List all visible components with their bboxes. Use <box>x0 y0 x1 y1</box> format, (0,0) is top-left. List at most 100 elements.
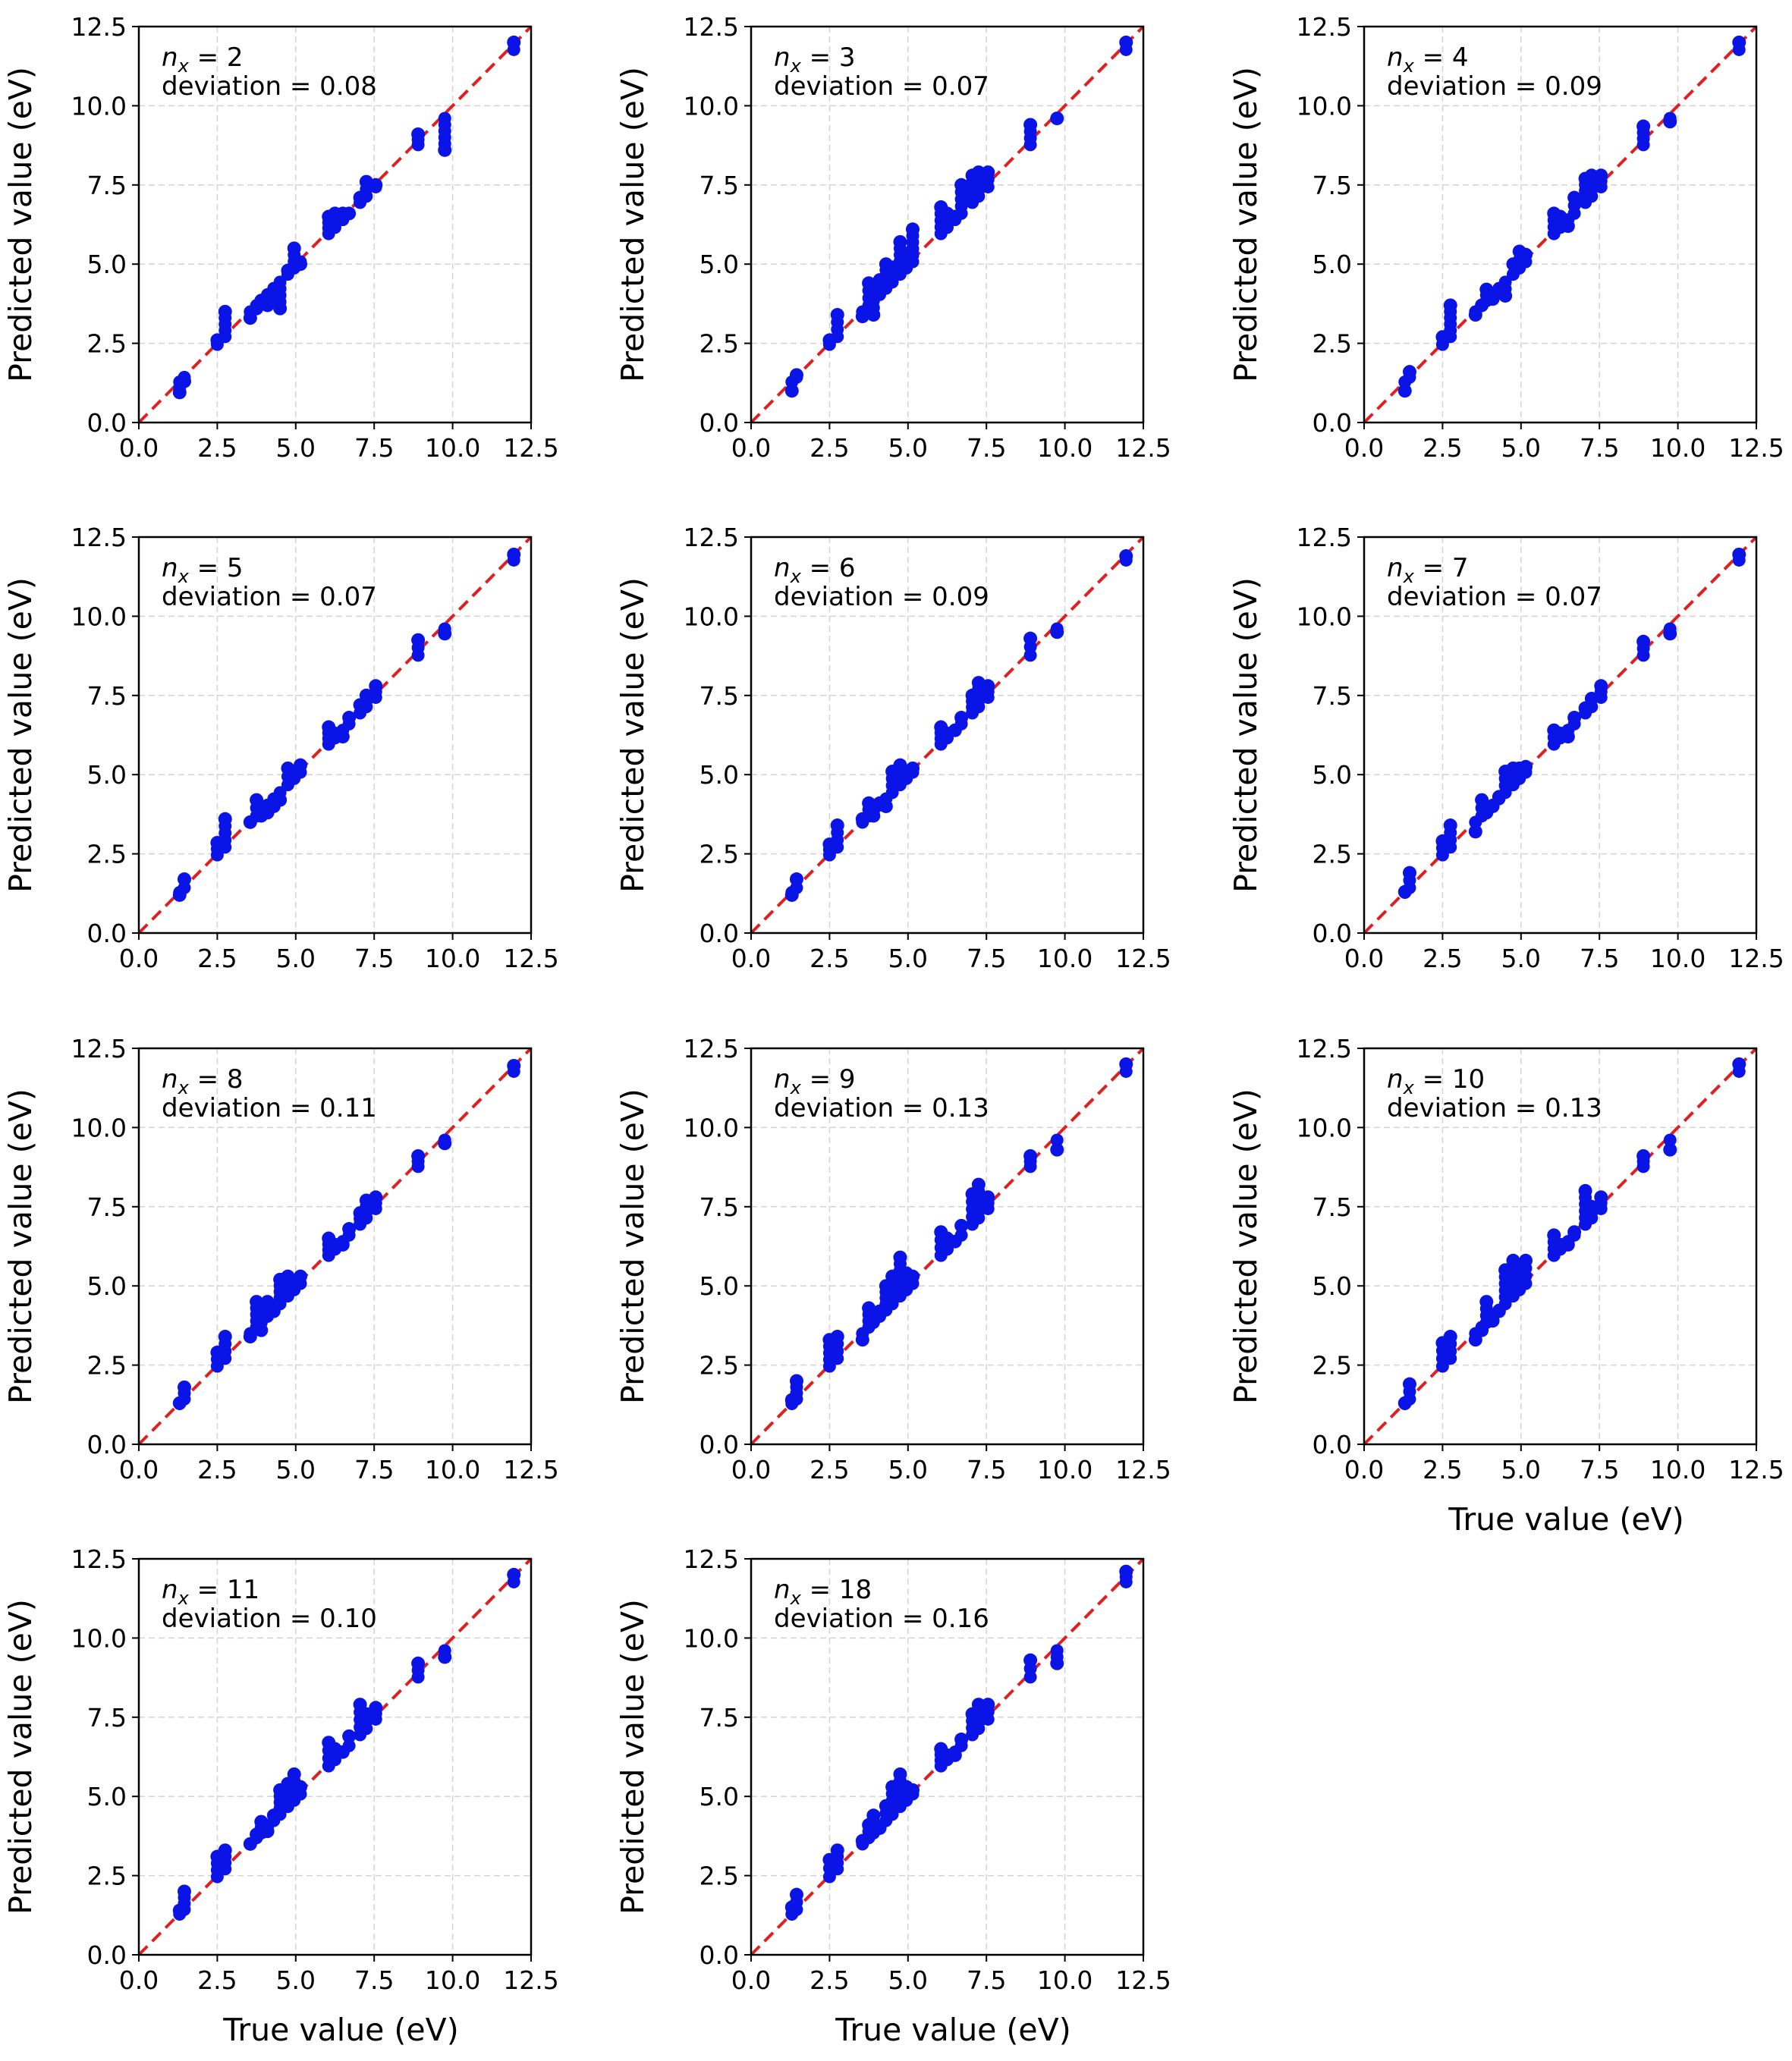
nx-symbol: n <box>162 553 178 583</box>
data-point <box>1023 1670 1037 1684</box>
nx-value: 7 <box>1452 553 1469 583</box>
data-point <box>1498 288 1513 303</box>
y-tick-label: 7.5 <box>1313 1192 1352 1222</box>
y-tick-label: 2.5 <box>1313 840 1352 869</box>
data-point <box>438 627 452 641</box>
data-point <box>1050 1656 1064 1670</box>
x-tick-label: 12.5 <box>1115 1965 1171 1995</box>
deviation-annotation: deviation = 0.09 <box>774 582 989 612</box>
deviation-annotation: deviation = 0.13 <box>774 1093 989 1123</box>
data-point <box>1402 365 1416 379</box>
y-axis-label: Predicted value (eV) <box>615 1599 651 1915</box>
panel-nx5: 0.00.0 2.5 2.5 5.0 5.0 7.5 7.5 10.0 10.0 12.5 12.5… <box>2 523 559 973</box>
data-point <box>273 793 288 807</box>
nx-symbol: n <box>774 1575 791 1605</box>
data-point <box>906 1783 920 1797</box>
data-point <box>294 1269 308 1283</box>
data-point <box>1498 786 1512 800</box>
data-point <box>954 1228 968 1242</box>
nx-equals: = <box>1414 1064 1452 1095</box>
data-point <box>1475 793 1489 807</box>
x-tick-label: 12.5 <box>1115 944 1171 973</box>
x-tick-label: 2.5 <box>197 1965 237 1995</box>
data-point <box>369 1701 383 1715</box>
y-tick-label: 0.0 <box>700 919 739 948</box>
data-point <box>438 1136 452 1151</box>
data-point <box>360 700 373 714</box>
deviation-annotation: deviation = 0.07 <box>774 71 989 102</box>
nx-value: 4 <box>1452 42 1469 73</box>
nx-symbol: n <box>162 1064 178 1095</box>
data-point <box>335 730 350 744</box>
nx-annotation: nx = 2 <box>162 42 244 77</box>
data-point <box>1444 330 1457 344</box>
x-tick-label: 10.0 <box>1037 1965 1092 1995</box>
x-tick-label: 0.0 <box>1344 1455 1384 1484</box>
nx-annotation: nx = 7 <box>1387 553 1469 587</box>
nx-equals: = <box>1414 42 1452 73</box>
data-point <box>260 1824 275 1839</box>
nx-subscript: x <box>178 55 190 77</box>
nx-subscript: x <box>790 55 802 77</box>
data-point <box>831 1352 844 1365</box>
plot-frame <box>1363 25 1758 424</box>
nx-equals: = <box>801 553 839 583</box>
data-point <box>1444 840 1457 854</box>
data-point <box>948 1748 962 1762</box>
y-tick-label: 12.5 <box>684 523 739 552</box>
nx-symbol: n <box>162 1575 178 1605</box>
nx-value: 2 <box>227 42 244 73</box>
data-point <box>941 221 954 234</box>
data-point <box>822 1870 836 1883</box>
nx-subscript: x <box>178 1588 190 1609</box>
y-tick-label: 2.5 <box>1313 1351 1352 1381</box>
nx-equals: = <box>189 1064 227 1095</box>
data-point <box>981 679 995 693</box>
data-point <box>1732 1057 1746 1071</box>
y-tick-label: 7.5 <box>87 681 127 711</box>
data-point <box>855 309 869 324</box>
deviation-annotation: deviation = 0.16 <box>774 1604 989 1634</box>
reference-line <box>1363 536 1758 935</box>
y-tick-label: 0.0 <box>700 408 739 438</box>
data-point <box>411 1656 426 1670</box>
x-tick-label: 5.0 <box>888 1455 928 1484</box>
y-axis-label: Predicted value (eV) <box>1228 577 1264 893</box>
data-point <box>1567 190 1582 205</box>
x-tick-label: 10.0 <box>1650 433 1706 463</box>
data-point <box>1663 1142 1677 1157</box>
data-point <box>855 1333 869 1347</box>
y-tick-label: 0.0 <box>87 1940 127 1970</box>
x-tick-label: 2.5 <box>197 433 237 463</box>
data-point <box>1519 1277 1533 1290</box>
nx-value: 11 <box>227 1575 259 1605</box>
y-tick-label: 2.5 <box>87 329 127 359</box>
y-tick-label: 10.0 <box>684 1623 739 1653</box>
nx-subscript: x <box>790 1588 802 1609</box>
x-tick-label: 2.5 <box>197 944 237 973</box>
y-tick-label: 12.5 <box>684 1544 739 1574</box>
nx-annotation: nx = 8 <box>162 1064 244 1098</box>
panel-nx11: 0.00.0 2.5 2.5 5.0 5.0 7.5 7.5 10.0 10.0 12.5 12.5… <box>2 1544 559 2048</box>
data-point <box>971 165 986 180</box>
y-axis-label: Predicted value (eV) <box>1228 67 1264 382</box>
data-point <box>369 178 383 192</box>
data-point <box>1663 627 1677 641</box>
y-tick-label: 12.5 <box>71 1034 127 1063</box>
data-point <box>1402 866 1416 880</box>
y-tick-label: 0.0 <box>700 1940 739 1970</box>
y-axis-label: Predicted value (eV) <box>615 1089 651 1404</box>
y-tick-label: 5.0 <box>87 760 127 790</box>
data-point <box>287 1767 301 1781</box>
y-tick-label: 7.5 <box>700 171 739 200</box>
plot-frame <box>750 1047 1145 1446</box>
data-point <box>507 1058 521 1073</box>
y-tick-label: 5.0 <box>1313 1271 1352 1301</box>
data-point <box>1594 1190 1608 1205</box>
data-point <box>830 818 844 833</box>
x-tick-label: 2.5 <box>1423 1455 1462 1484</box>
x-tick-label: 5.0 <box>1501 433 1541 463</box>
data-point <box>954 1218 969 1233</box>
data-point <box>369 1712 382 1726</box>
data-point <box>831 1862 844 1876</box>
